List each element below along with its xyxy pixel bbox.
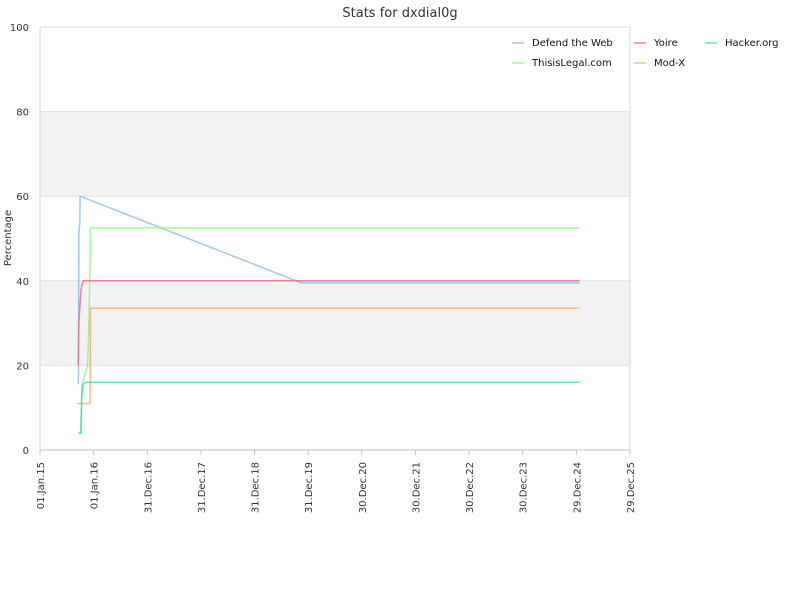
series-line-3 bbox=[77, 307, 580, 405]
x-tick-label: 31.Dec.19 bbox=[304, 462, 315, 513]
y-tick-label: 100 bbox=[10, 23, 29, 34]
legend-label-0: Defend the Web bbox=[532, 38, 613, 49]
series-lines bbox=[77, 195, 580, 434]
legend-label-3: Mod-X bbox=[654, 58, 685, 69]
x-tick-label: 01.Jan.15 bbox=[36, 462, 47, 509]
x-tick-label: 30.Dec.22 bbox=[465, 462, 476, 513]
series-line-2 bbox=[77, 280, 580, 366]
y-tick-label: 40 bbox=[16, 277, 29, 288]
x-tick-label: 01.Jan.16 bbox=[90, 462, 101, 509]
x-tick-label: 31.Dec.16 bbox=[143, 462, 154, 513]
plot-band-0 bbox=[40, 280, 630, 366]
x-tick-label: 29.Dec.25 bbox=[626, 462, 637, 513]
y-tick-label: 60 bbox=[16, 192, 29, 203]
legend-label-4: Hacker.org bbox=[725, 38, 779, 49]
series-line-4 bbox=[78, 381, 580, 434]
x-tick-label: 30.Dec.23 bbox=[519, 462, 530, 513]
y-axis-label: Percentage bbox=[3, 210, 14, 266]
x-tick-label: 31.Dec.18 bbox=[251, 462, 262, 513]
x-tick-label: 31.Dec.17 bbox=[197, 462, 208, 513]
plot-band-1 bbox=[40, 111, 630, 197]
grid-lines bbox=[40, 26, 630, 451]
chart-title: Stats for dxdial0g bbox=[342, 6, 457, 21]
y-tick-labels: 0 20 40 60 80 100 bbox=[10, 23, 29, 457]
legend: Defend the Web ThisisLegal.com Yoire Mod-X H… bbox=[512, 38, 779, 69]
y-tick-label: 20 bbox=[16, 361, 29, 372]
y-tick-label: 0 bbox=[23, 446, 29, 457]
x-tick-label: 30.Dec.21 bbox=[411, 462, 422, 513]
legend-label-1: ThisisLegal.com bbox=[531, 58, 612, 69]
x-tick-label: 30.Dec.20 bbox=[358, 462, 369, 513]
x-tick-labels: 01.Jan.15 01.Jan.16 31.Dec.16 31.Dec.17 31.D… bbox=[36, 462, 637, 513]
axes bbox=[39, 27, 631, 455]
y-tick-label: 80 bbox=[16, 108, 29, 119]
x-tick-label: 29.Dec.24 bbox=[572, 462, 583, 513]
plot-bands bbox=[40, 111, 630, 366]
legend-label-2: Yoire bbox=[653, 38, 678, 49]
